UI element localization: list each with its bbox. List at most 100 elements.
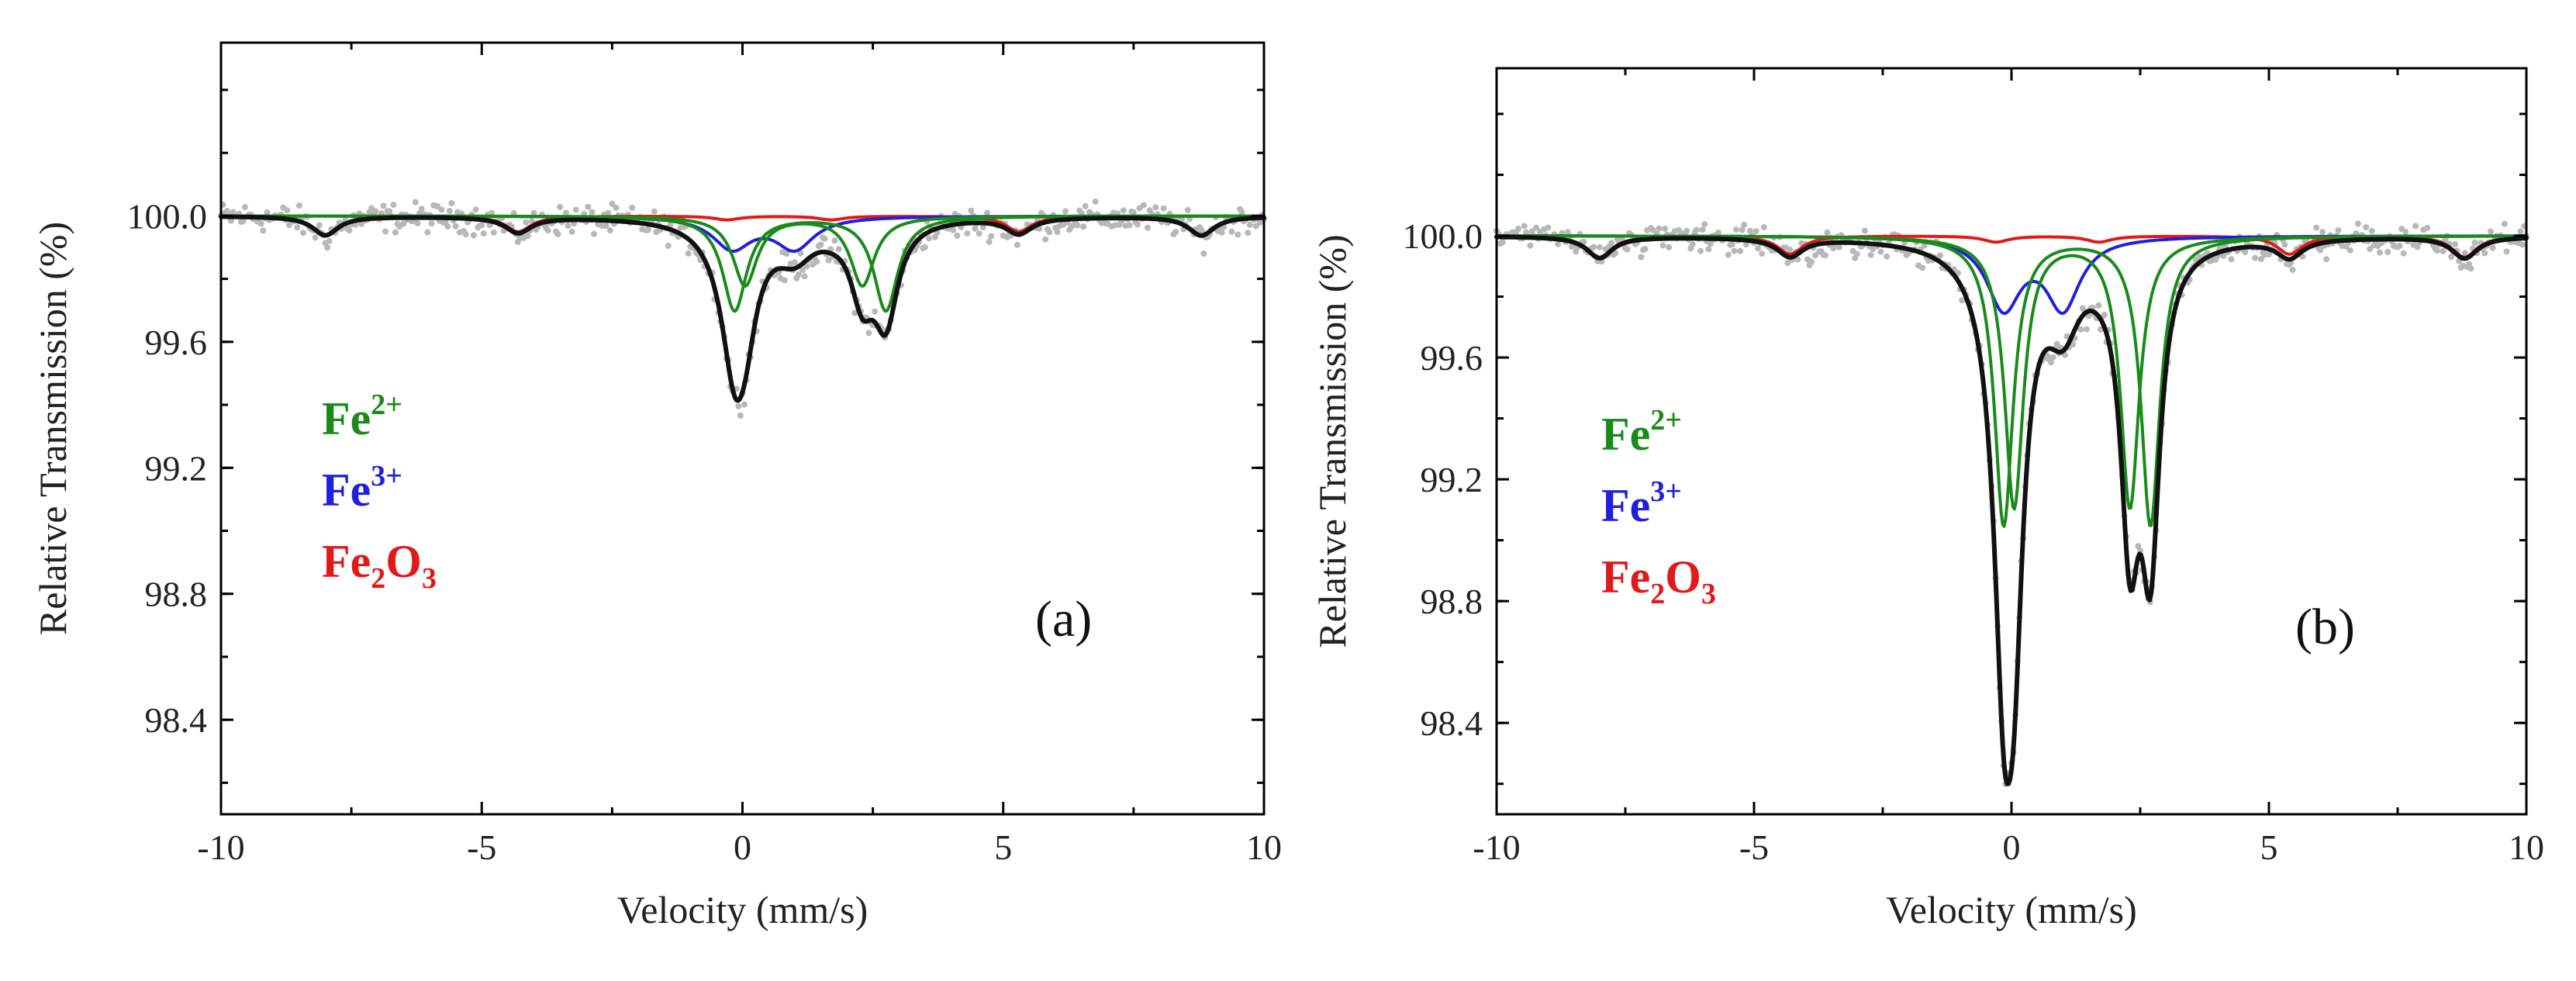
data-point (523, 219, 530, 226)
data-point (2289, 267, 2296, 273)
data-point (446, 208, 453, 214)
x-tick-label: 0 (734, 827, 751, 867)
x-tick-label: -5 (1739, 827, 1769, 867)
data-point (1853, 250, 1860, 257)
data-point (921, 244, 928, 250)
data-point (524, 233, 531, 240)
data-point (490, 229, 497, 236)
data-point (1808, 258, 1815, 265)
data-point (240, 218, 247, 225)
y-tick-label: 99.6 (145, 323, 208, 362)
data-point (2323, 256, 2330, 263)
legend-entry: Fe2O3 (322, 536, 437, 595)
legend-text-part: Fe (322, 536, 371, 587)
data-point (2517, 228, 2524, 235)
y-axis-title: Relative Transmission (%) (31, 222, 74, 635)
legend-text-part: Fe (1601, 551, 1650, 603)
data-point (544, 227, 551, 234)
data-point (438, 206, 445, 213)
data-point (2317, 247, 2324, 254)
data-point (1596, 244, 1603, 250)
data-point (242, 204, 248, 211)
x-axis-title: Velocity (mm/s) (617, 888, 868, 931)
data-point (1245, 230, 1252, 237)
data-point (452, 223, 459, 230)
data-point (2313, 224, 2320, 231)
data-point (2220, 252, 2227, 259)
data-point (568, 228, 575, 235)
data-point (1120, 207, 1127, 214)
data-point (1527, 242, 1534, 249)
data-point (979, 224, 986, 230)
data-point (1152, 204, 1159, 211)
y-tick-label: 98.4 (145, 700, 208, 740)
data-point (530, 209, 537, 216)
data-point (1555, 240, 1562, 247)
data-point (312, 234, 319, 241)
data-point (1545, 224, 1552, 231)
data-point (1218, 229, 1225, 236)
fit-line-fe2-doublet-1 (219, 214, 1266, 313)
data-point (478, 222, 485, 229)
data-point (572, 206, 579, 213)
y-tick-label: 100.0 (1403, 216, 1483, 256)
data-point (1822, 252, 1828, 259)
data-point (444, 223, 451, 230)
data-point (2481, 250, 2488, 257)
data-point (1013, 241, 1020, 248)
data-point (1884, 253, 1891, 260)
data-point (1921, 242, 1928, 249)
data-point (412, 199, 419, 206)
data-point (382, 228, 389, 235)
data-point (380, 202, 387, 209)
legend-text-part: 2+ (371, 389, 402, 421)
x-tick-label: 10 (2509, 827, 2544, 867)
data-point (1092, 198, 1099, 205)
data-point (2501, 220, 2508, 227)
data-point (1759, 250, 1766, 257)
data-point (1666, 244, 1673, 250)
data-point (1787, 246, 1793, 253)
data-point (1755, 245, 1762, 252)
data-point (2257, 256, 2264, 263)
data-point (428, 220, 435, 227)
data-point (1731, 247, 1738, 254)
data-point (316, 222, 323, 229)
data-point (1074, 222, 1081, 229)
data-point (1752, 228, 1759, 235)
legend-entry: Fe2O3 (1601, 551, 1716, 610)
data-point (665, 243, 672, 249)
data-point (1590, 244, 1597, 250)
data-point (831, 237, 838, 244)
data-point (1715, 230, 1721, 236)
data-point (1707, 240, 1714, 247)
data-point (2368, 227, 2375, 234)
data-point (1200, 250, 1207, 257)
data-point (817, 241, 824, 248)
data-point (1054, 229, 1061, 236)
data-point (781, 277, 788, 284)
data-point (470, 232, 477, 239)
x-tick-label: -10 (1473, 827, 1520, 867)
data-point (795, 271, 802, 278)
data-point (300, 230, 306, 237)
x-tick-label: -10 (197, 827, 244, 867)
data-point (284, 207, 291, 214)
data-point (1080, 223, 1087, 230)
y-axis-title: Relative Transmission (%) (1310, 234, 1354, 648)
panel-label: (a) (1035, 591, 1092, 648)
legend-text-part: 2+ (1650, 404, 1682, 437)
data-point (1741, 221, 1748, 228)
data-point (589, 209, 596, 216)
data-point (2063, 333, 2070, 340)
data-point (954, 232, 961, 239)
data-point (2471, 239, 2478, 246)
y-tick-label: 99.2 (1421, 460, 1483, 499)
data-point (1126, 222, 1133, 229)
data-point (260, 227, 267, 234)
data-point (591, 230, 598, 237)
data-point (2281, 241, 2288, 248)
legend-text-part: 3+ (371, 460, 402, 492)
data-point (801, 273, 808, 280)
data-point (2448, 254, 2454, 261)
